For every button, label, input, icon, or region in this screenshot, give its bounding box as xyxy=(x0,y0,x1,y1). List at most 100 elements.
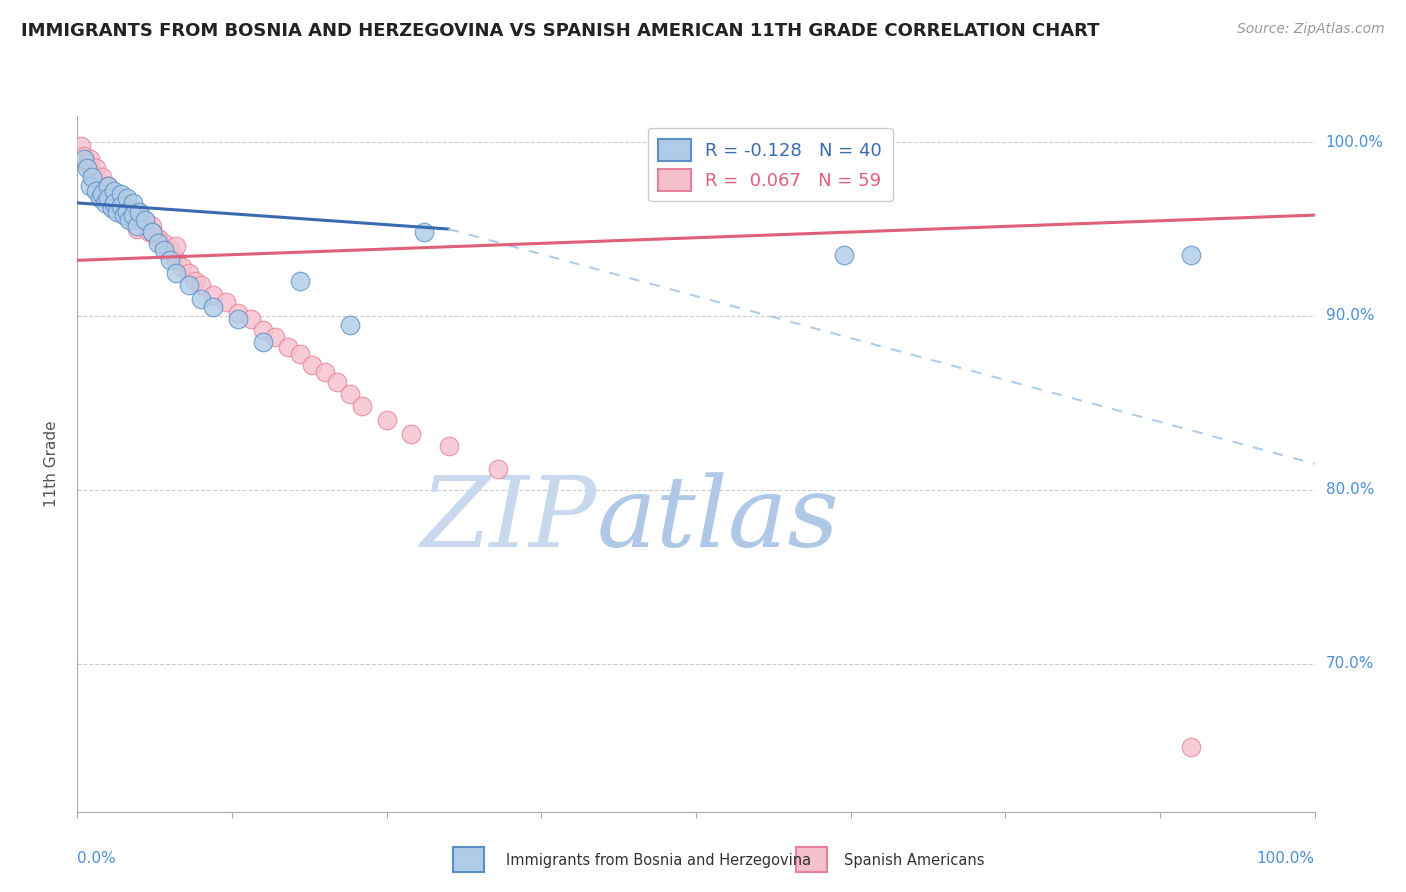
Point xyxy=(226,305,249,319)
Point xyxy=(141,226,163,240)
Point xyxy=(110,204,132,219)
Point xyxy=(115,204,138,219)
Point xyxy=(153,235,176,250)
Point xyxy=(97,191,120,205)
Point xyxy=(401,427,423,442)
Point xyxy=(103,184,125,198)
Text: 100.0%: 100.0% xyxy=(1326,135,1384,150)
Point xyxy=(159,253,181,268)
Text: 70.0%: 70.0% xyxy=(1326,657,1374,672)
Point xyxy=(172,260,194,275)
Y-axis label: 11th Grade: 11th Grade xyxy=(44,420,59,508)
Point xyxy=(288,274,311,288)
Point xyxy=(79,161,101,176)
Point xyxy=(118,213,141,227)
Point xyxy=(301,358,323,372)
Point xyxy=(97,178,120,193)
Point xyxy=(264,330,287,344)
Point xyxy=(118,204,141,219)
Point xyxy=(165,239,187,253)
Point xyxy=(138,226,160,240)
Point xyxy=(134,213,156,227)
Point xyxy=(134,213,156,227)
Point xyxy=(486,462,509,476)
Point xyxy=(202,288,225,302)
Point xyxy=(190,292,212,306)
Point xyxy=(339,318,361,332)
Point xyxy=(93,191,115,205)
Point xyxy=(84,184,107,198)
Point xyxy=(288,347,311,361)
Point xyxy=(89,191,111,205)
Point xyxy=(97,178,120,193)
Point xyxy=(1180,740,1202,755)
Point xyxy=(115,191,138,205)
Point xyxy=(122,213,145,227)
Point xyxy=(412,226,434,240)
Point xyxy=(72,153,94,167)
Point xyxy=(125,222,148,236)
Point xyxy=(314,365,336,379)
Point xyxy=(101,201,124,215)
Point xyxy=(202,300,225,314)
Point xyxy=(84,173,107,187)
Point xyxy=(128,213,150,227)
Point xyxy=(146,231,169,245)
Point xyxy=(177,277,200,292)
Point xyxy=(76,161,98,176)
Text: 80.0%: 80.0% xyxy=(1326,483,1374,498)
Point xyxy=(165,265,187,279)
Point xyxy=(84,161,107,176)
Point xyxy=(103,187,125,202)
Point xyxy=(101,201,124,215)
Point xyxy=(82,169,104,184)
Text: Source: ZipAtlas.com: Source: ZipAtlas.com xyxy=(1237,22,1385,37)
Point xyxy=(141,226,163,240)
Point xyxy=(339,387,361,401)
Point xyxy=(153,243,176,257)
Point xyxy=(184,274,207,288)
Point xyxy=(1180,248,1202,262)
Legend: R = -0.128   N = 40, R =  0.067   N = 59: R = -0.128 N = 40, R = 0.067 N = 59 xyxy=(648,128,893,202)
Text: 100.0%: 100.0% xyxy=(1257,851,1315,865)
Point xyxy=(146,235,169,250)
Point xyxy=(190,277,212,292)
Point xyxy=(110,187,132,202)
Point xyxy=(103,187,125,202)
Point xyxy=(122,208,145,222)
Point xyxy=(239,312,262,326)
Point xyxy=(70,138,93,153)
Point xyxy=(252,323,274,337)
Point xyxy=(91,187,114,202)
Point xyxy=(91,184,114,198)
Point xyxy=(177,265,200,279)
Point xyxy=(159,243,181,257)
Point xyxy=(82,166,104,180)
Point xyxy=(226,312,249,326)
Text: 0.0%: 0.0% xyxy=(77,851,117,865)
Point xyxy=(76,156,98,170)
Text: atlas: atlas xyxy=(598,472,839,567)
Point xyxy=(215,295,238,310)
Point xyxy=(153,239,176,253)
Text: IMMIGRANTS FROM BOSNIA AND HERZEGOVINA VS SPANISH AMERICAN 11TH GRADE CORRELATIO: IMMIGRANTS FROM BOSNIA AND HERZEGOVINA V… xyxy=(21,22,1099,40)
Point xyxy=(105,196,128,211)
Point xyxy=(375,413,398,427)
Point xyxy=(97,178,120,193)
Point xyxy=(110,199,132,213)
Point xyxy=(834,248,856,262)
Point xyxy=(122,196,145,211)
Point xyxy=(105,204,128,219)
Text: Immigrants from Bosnia and Herzegovina: Immigrants from Bosnia and Herzegovina xyxy=(506,854,811,868)
Point xyxy=(128,204,150,219)
Text: ZIP: ZIP xyxy=(420,472,598,567)
Point xyxy=(79,178,101,193)
Point xyxy=(89,178,111,193)
Point xyxy=(112,208,135,222)
Point xyxy=(112,208,135,222)
Point xyxy=(115,196,138,211)
Point xyxy=(72,149,94,163)
Point xyxy=(252,334,274,349)
Point xyxy=(165,253,187,268)
Point xyxy=(115,204,138,219)
